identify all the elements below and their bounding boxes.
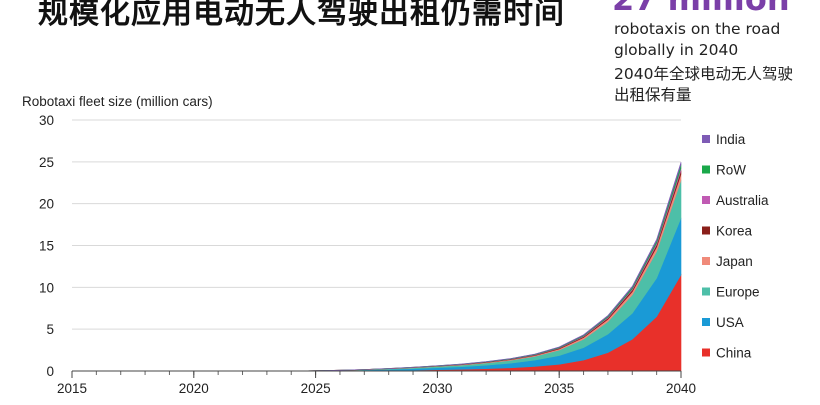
- legend-swatch-china: [702, 348, 710, 357]
- legend-swatch-row: [702, 165, 710, 174]
- legend-swatch-india: [702, 135, 710, 143]
- page-headline: 规模化应用电动无人驾驶出租仍需时间: [38, 0, 565, 31]
- x-tick-label-2015: 2015: [57, 381, 87, 396]
- callout-en-line-2: globally in 2040: [614, 41, 739, 59]
- fleet-total-figure: 27 million: [612, 0, 790, 18]
- legend-label-china: China: [716, 346, 752, 361]
- y-tick-label-15: 15: [39, 239, 54, 254]
- area-series-india: [291, 162, 682, 372]
- legend-label-europe: Europe: [716, 285, 760, 300]
- chart-gridlines: [72, 119, 681, 330]
- y-tick-label-0: 0: [46, 364, 54, 379]
- legend-label-korea: Korea: [716, 224, 753, 239]
- callout-caption-chinese: 2040年全球电动无人驾驶 出租保有量: [614, 64, 793, 106]
- y-tick-label-25: 25: [39, 155, 54, 170]
- callout-zh-line-1: 2040年全球电动无人驾驶: [614, 65, 793, 83]
- x-tick-label-2035: 2035: [544, 381, 574, 396]
- legend-label-india: India: [716, 132, 746, 147]
- y-tick-label-10: 10: [39, 280, 54, 295]
- x-tick-label-2020: 2020: [179, 381, 209, 396]
- legend-label-row: RoW: [716, 163, 746, 178]
- x-tick-label-2025: 2025: [301, 381, 331, 396]
- chart-area-series: [291, 162, 682, 372]
- y-tick-label-20: 20: [39, 197, 54, 212]
- callout-zh-line-2: 出租保有量: [614, 86, 692, 104]
- legend-swatch-usa: [702, 318, 710, 326]
- legend-label-usa: USA: [716, 315, 744, 330]
- y-tick-label-30: 30: [39, 113, 54, 128]
- legend-swatch-europe: [702, 287, 710, 296]
- legend-label-japan: Japan: [716, 254, 753, 269]
- callout-caption-english: robotaxis on the road globally in 2040: [614, 19, 780, 61]
- legend-swatch-korea: [702, 226, 710, 235]
- x-tick-label-2030: 2030: [422, 381, 452, 396]
- callout-en-line-1: robotaxis on the road: [614, 20, 781, 38]
- y-tick-label-5: 5: [46, 322, 54, 337]
- legend-swatch-australia: [702, 196, 710, 204]
- y-axis-label: Robotaxi fleet size (million cars): [22, 94, 213, 109]
- x-tick-label-2040: 2040: [666, 381, 696, 396]
- chart-legend: India RoW Australia Korea Japan Europe USA Chin…: [702, 132, 769, 361]
- legend-label-australia: Australia: [716, 193, 769, 208]
- legend-swatch-japan: [702, 257, 710, 265]
